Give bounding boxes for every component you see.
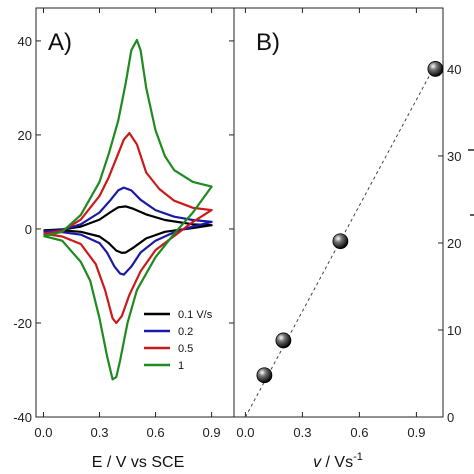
legend-label: 0.5 [178,343,193,355]
data-point [332,233,349,250]
panel-b-axes: 0.0 0.3 0.6 0.9 0 10 20 30 40 [236,8,461,440]
cv-curve [43,132,213,325]
cv-curve [43,186,213,276]
b-y-tick-label: 10 [447,323,461,338]
panel-b: 0.0 0.3 0.6 0.9 0 10 20 30 40 B) v / Vs-1 [233,7,474,471]
a-x-tick-label: 0.0 [34,425,52,440]
a-x-tick-label: 0.3 [90,425,108,440]
panel-a-x-axis-label: E / V vs SCE [92,454,184,471]
a-y-tick-label: 40 [18,34,32,49]
data-point [275,332,292,349]
a-y-tick-label: 0 [25,222,32,237]
panel-b-x-label-italic: v [313,454,322,471]
panel-b-letter: B) [256,29,280,56]
legend-label: 0.1 V/s [178,309,213,321]
a-y-tick-label: -20 [13,316,32,331]
data-point [427,61,444,77]
a-y-tick-label: 20 [18,128,32,143]
a-y-tick-label: -40 [13,410,32,425]
legend-label: 0.2 [178,326,193,338]
panel-b-points [256,61,444,384]
a-x-tick-label: 0.6 [147,425,165,440]
b-y-tick-label: 0 [447,410,454,425]
panel-a-axes: 0.0 0.3 0.6 0.9 -40 -20 0 20 40 [13,8,234,440]
data-point [256,367,273,384]
panel-b-x-axis-label: v / Vs-1 [313,451,363,471]
panel-a-letter: A) [48,29,72,56]
cv-curve [43,205,213,254]
b-x-tick-label: 0.9 [407,425,425,440]
b-x-tick-label: 0.0 [236,425,254,440]
b-x-tick-label: 0.3 [293,425,311,440]
b-x-tick-label: 0.6 [350,425,368,440]
legend-label: 1 [178,360,184,372]
panel-a-frame [35,7,235,418]
b-y-tick-label: 40 [447,62,461,77]
panel-b-x-label-sup: -1 [353,451,363,463]
panel-a-curves [43,38,213,381]
legend: 0.1 V/s 0.2 0.5 1 [144,309,213,372]
panel-b-x-label-rest: / Vs [321,454,353,471]
panel-b-frame [233,7,444,418]
b-y-tick-label: 30 [447,149,461,164]
a-x-tick-label: 0.9 [203,425,221,440]
cv-curve [43,38,213,381]
b-y-tick-label: 20 [447,236,461,251]
